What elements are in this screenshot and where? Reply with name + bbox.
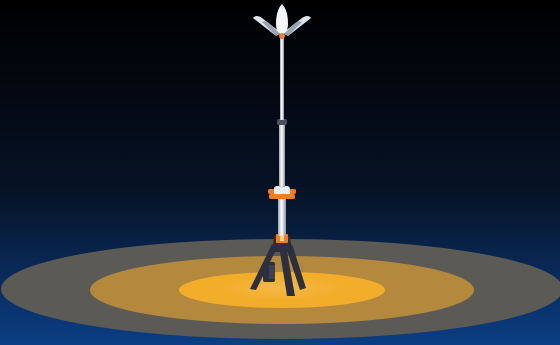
center-glow <box>222 276 342 300</box>
light-head <box>253 4 311 39</box>
tripod-base <box>250 234 306 296</box>
pole-middle <box>279 123 285 187</box>
pole-clamp <box>277 119 287 125</box>
collar-joint <box>268 186 296 199</box>
pole-upper <box>280 36 284 120</box>
pole-lower <box>278 196 286 236</box>
